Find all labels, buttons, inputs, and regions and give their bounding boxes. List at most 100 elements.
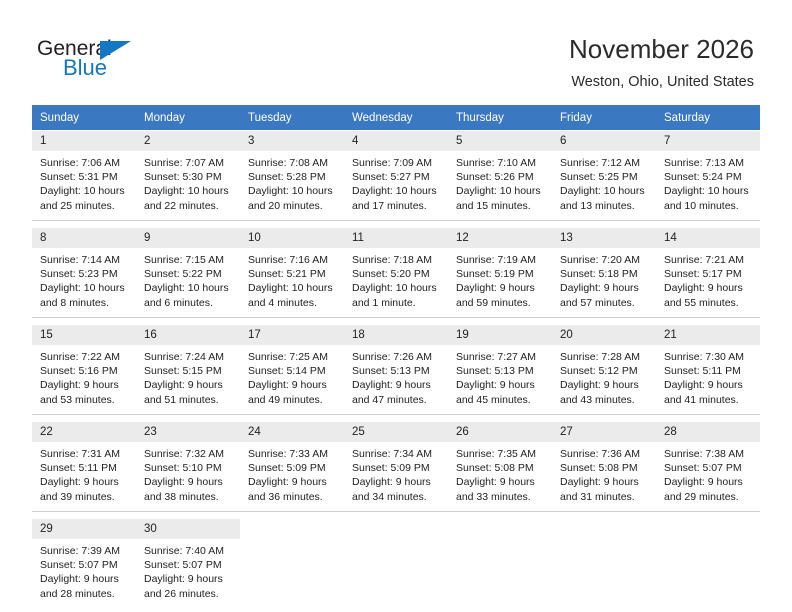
- general-blue-logo[interactable]: General Blue: [37, 38, 157, 80]
- day-sunset-text: Sunset: 5:13 PM: [456, 365, 534, 378]
- day-details: Sunrise: 7:08 AM Sunset: 5:28 PM Daylight:…: [240, 151, 344, 213]
- calendar-week-row: 1 Sunrise: 7:06 AM Sunset: 5:31 PM Daylight…: [32, 130, 760, 220]
- calendar-day-cell[interactable]: 28 Sunrise: 7:38 AM Sunset: 5:07 PM Dayligh…: [656, 421, 760, 511]
- calendar-day-cell[interactable]: 13 Sunrise: 7:20 AM Sunset: 5:18 PM Dayligh…: [552, 227, 656, 317]
- day-daylight-text: and 10 minutes.: [664, 199, 739, 212]
- day-daylight-text: and 17 minutes.: [352, 199, 427, 212]
- day-daylight-text: Daylight: 9 hours: [664, 379, 743, 392]
- week-separator: [32, 414, 760, 422]
- day-number: 8: [32, 228, 136, 248]
- calendar-day-cell[interactable]: 19 Sunrise: 7:27 AM Sunset: 5:13 PM Dayligh…: [448, 324, 552, 414]
- separator-line: [136, 220, 240, 221]
- calendar-day-cell[interactable]: 8 Sunrise: 7:14 AM Sunset: 5:23 PM Daylight…: [32, 227, 136, 317]
- day-number: 14: [656, 228, 760, 248]
- calendar-day-cell[interactable]: 23 Sunrise: 7:32 AM Sunset: 5:10 PM Dayligh…: [136, 421, 240, 511]
- calendar-empty-cell: [448, 518, 552, 608]
- logo-triangle-icon: [100, 41, 131, 60]
- day-number: 6: [552, 131, 656, 151]
- calendar-day-cell[interactable]: 29 Sunrise: 7:39 AM Sunset: 5:07 PM Dayligh…: [32, 518, 136, 608]
- day-sunset-text: Sunset: 5:08 PM: [456, 462, 534, 475]
- day-sunset-text: Sunset: 5:26 PM: [456, 171, 534, 184]
- day-sunrise-text: Sunrise: 7:30 AM: [664, 351, 744, 363]
- day-daylight-text: and 33 minutes.: [456, 490, 531, 503]
- week-separator-cell: [448, 511, 552, 519]
- calendar-day-cell[interactable]: 25 Sunrise: 7:34 AM Sunset: 5:09 PM Dayligh…: [344, 421, 448, 511]
- day-details: [552, 539, 656, 544]
- day-daylight-text: Daylight: 10 hours: [248, 282, 333, 295]
- day-details: Sunrise: 7:18 AM Sunset: 5:20 PM Daylight:…: [344, 248, 448, 310]
- separator-line: [136, 511, 240, 512]
- calendar-day-cell[interactable]: 7 Sunrise: 7:13 AM Sunset: 5:24 PM Daylight…: [656, 130, 760, 220]
- day-sunset-text: Sunset: 5:18 PM: [560, 268, 638, 281]
- week-separator-cell: [448, 220, 552, 228]
- calendar-day-cell[interactable]: 9 Sunrise: 7:15 AM Sunset: 5:22 PM Daylight…: [136, 227, 240, 317]
- calendar-day-cell[interactable]: 2 Sunrise: 7:07 AM Sunset: 5:30 PM Daylight…: [136, 130, 240, 220]
- day-daylight-text: Daylight: 9 hours: [560, 476, 639, 489]
- weekday-header-thursday: Thursday: [448, 105, 552, 131]
- day-details: Sunrise: 7:24 AM Sunset: 5:15 PM Daylight:…: [136, 345, 240, 407]
- day-details: Sunrise: 7:26 AM Sunset: 5:13 PM Daylight:…: [344, 345, 448, 407]
- day-daylight-text: Daylight: 9 hours: [560, 282, 639, 295]
- calendar-body: 1 Sunrise: 7:06 AM Sunset: 5:31 PM Daylight…: [32, 130, 760, 608]
- day-daylight-text: and 51 minutes.: [144, 393, 219, 406]
- day-sunrise-text: Sunrise: 7:10 AM: [456, 157, 536, 169]
- calendar-grid: Sunday Monday Tuesday Wednesday Thursday…: [32, 105, 760, 608]
- day-details: [240, 539, 344, 544]
- day-daylight-text: Daylight: 9 hours: [664, 282, 743, 295]
- calendar-day-cell[interactable]: 5 Sunrise: 7:10 AM Sunset: 5:26 PM Daylight…: [448, 130, 552, 220]
- calendar-day-cell[interactable]: 14 Sunrise: 7:21 AM Sunset: 5:17 PM Dayligh…: [656, 227, 760, 317]
- day-daylight-text: Daylight: 10 hours: [456, 185, 541, 198]
- day-number: [552, 519, 656, 539]
- calendar-day-cell[interactable]: 3 Sunrise: 7:08 AM Sunset: 5:28 PM Daylight…: [240, 130, 344, 220]
- day-daylight-text: and 47 minutes.: [352, 393, 427, 406]
- calendar-day-cell[interactable]: 4 Sunrise: 7:09 AM Sunset: 5:27 PM Daylight…: [344, 130, 448, 220]
- calendar-day-cell[interactable]: 1 Sunrise: 7:06 AM Sunset: 5:31 PM Daylight…: [32, 130, 136, 220]
- calendar-day-cell[interactable]: 17 Sunrise: 7:25 AM Sunset: 5:14 PM Dayligh…: [240, 324, 344, 414]
- day-details: Sunrise: 7:15 AM Sunset: 5:22 PM Daylight:…: [136, 248, 240, 310]
- day-sunrise-text: Sunrise: 7:16 AM: [248, 254, 328, 266]
- calendar-day-cell[interactable]: 18 Sunrise: 7:26 AM Sunset: 5:13 PM Dayligh…: [344, 324, 448, 414]
- day-sunset-text: Sunset: 5:21 PM: [248, 268, 326, 281]
- calendar-day-cell[interactable]: 11 Sunrise: 7:18 AM Sunset: 5:20 PM Dayligh…: [344, 227, 448, 317]
- weekday-header-row: Sunday Monday Tuesday Wednesday Thursday…: [32, 105, 760, 131]
- day-details: Sunrise: 7:20 AM Sunset: 5:18 PM Daylight:…: [552, 248, 656, 310]
- calendar-day-cell[interactable]: 15 Sunrise: 7:22 AM Sunset: 5:16 PM Dayligh…: [32, 324, 136, 414]
- calendar-day-cell[interactable]: 22 Sunrise: 7:31 AM Sunset: 5:11 PM Dayligh…: [32, 421, 136, 511]
- calendar-day-cell[interactable]: 12 Sunrise: 7:19 AM Sunset: 5:19 PM Dayligh…: [448, 227, 552, 317]
- day-details: Sunrise: 7:28 AM Sunset: 5:12 PM Daylight:…: [552, 345, 656, 407]
- calendar-day-cell[interactable]: 30 Sunrise: 7:40 AM Sunset: 5:07 PM Dayligh…: [136, 518, 240, 608]
- calendar-day-cell[interactable]: 20 Sunrise: 7:28 AM Sunset: 5:12 PM Dayligh…: [552, 324, 656, 414]
- separator-line: [32, 511, 136, 512]
- weekday-header-saturday: Saturday: [656, 105, 760, 131]
- day-details: Sunrise: 7:07 AM Sunset: 5:30 PM Daylight:…: [136, 151, 240, 213]
- day-daylight-text: Daylight: 9 hours: [456, 282, 535, 295]
- day-sunrise-text: Sunrise: 7:14 AM: [40, 254, 120, 266]
- calendar-day-cell[interactable]: 6 Sunrise: 7:12 AM Sunset: 5:25 PM Daylight…: [552, 130, 656, 220]
- calendar-empty-cell: [240, 518, 344, 608]
- day-sunrise-text: Sunrise: 7:19 AM: [456, 254, 536, 266]
- day-daylight-text: Daylight: 10 hours: [40, 282, 125, 295]
- day-number: 18: [344, 325, 448, 345]
- calendar-day-cell[interactable]: 24 Sunrise: 7:33 AM Sunset: 5:09 PM Dayligh…: [240, 421, 344, 511]
- day-number: 24: [240, 422, 344, 442]
- day-sunrise-text: Sunrise: 7:31 AM: [40, 448, 120, 460]
- week-separator-cell: [136, 220, 240, 228]
- day-details: [344, 539, 448, 544]
- day-sunrise-text: Sunrise: 7:35 AM: [456, 448, 536, 460]
- day-daylight-text: and 49 minutes.: [248, 393, 323, 406]
- calendar-day-cell[interactable]: 10 Sunrise: 7:16 AM Sunset: 5:21 PM Dayligh…: [240, 227, 344, 317]
- day-sunrise-text: Sunrise: 7:08 AM: [248, 157, 328, 169]
- week-separator-cell: [32, 317, 136, 325]
- week-separator-cell: [656, 511, 760, 519]
- day-sunrise-text: Sunrise: 7:21 AM: [664, 254, 744, 266]
- day-sunrise-text: Sunrise: 7:40 AM: [144, 545, 224, 557]
- weekday-header-friday: Friday: [552, 105, 656, 131]
- day-details: Sunrise: 7:27 AM Sunset: 5:13 PM Daylight:…: [448, 345, 552, 407]
- separator-line: [448, 220, 552, 221]
- weekday-header-monday: Monday: [136, 105, 240, 131]
- calendar-day-cell[interactable]: 27 Sunrise: 7:36 AM Sunset: 5:08 PM Dayligh…: [552, 421, 656, 511]
- calendar-day-cell[interactable]: 21 Sunrise: 7:30 AM Sunset: 5:11 PM Dayligh…: [656, 324, 760, 414]
- day-sunset-text: Sunset: 5:23 PM: [40, 268, 118, 281]
- calendar-day-cell[interactable]: 26 Sunrise: 7:35 AM Sunset: 5:08 PM Dayligh…: [448, 421, 552, 511]
- calendar-day-cell[interactable]: 16 Sunrise: 7:24 AM Sunset: 5:15 PM Dayligh…: [136, 324, 240, 414]
